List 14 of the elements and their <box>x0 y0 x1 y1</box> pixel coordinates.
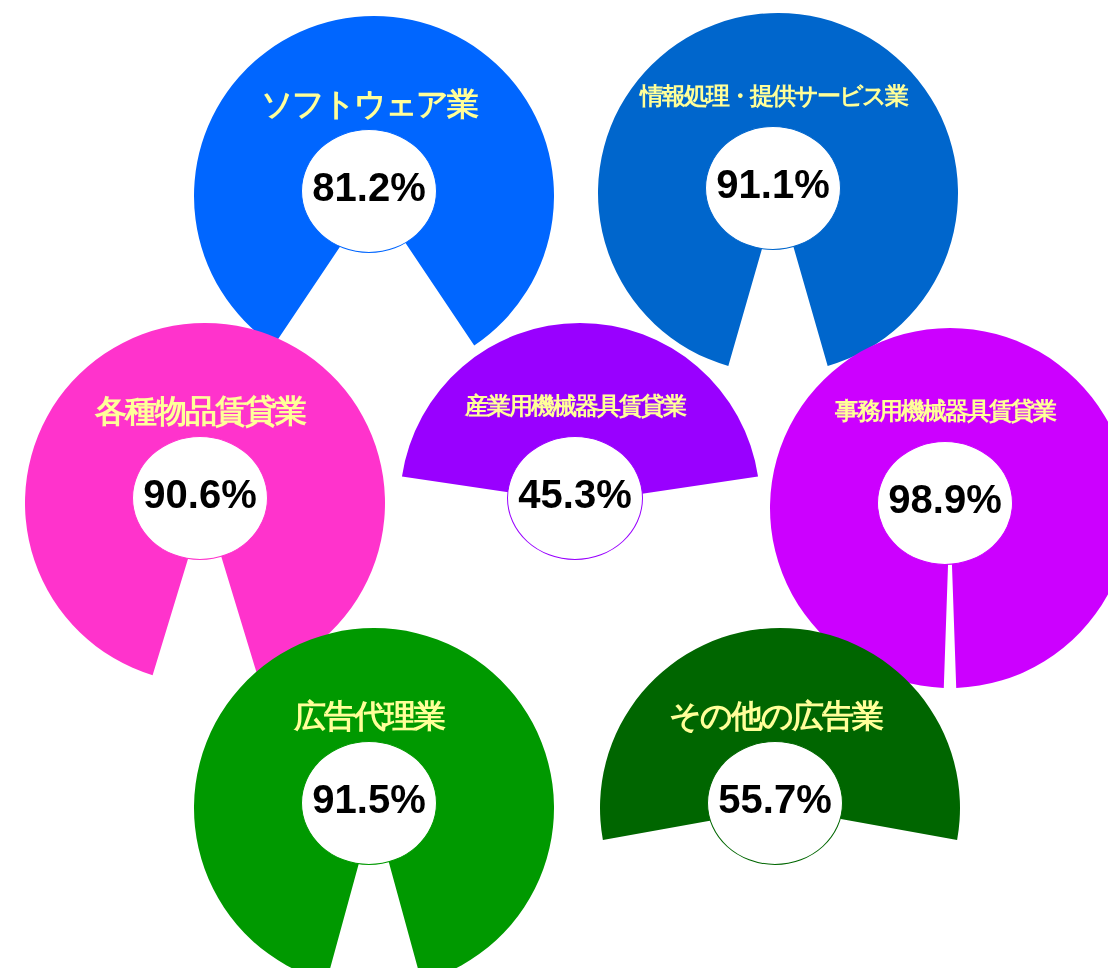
text: 情報処理・提供サービス業 <box>638 81 908 112</box>
text: その他の広告業 <box>667 696 883 737</box>
text: 広告代理業 <box>293 696 446 737</box>
data-label: 91.1% <box>715 162 831 207</box>
data-label: 98.9% <box>887 477 1003 522</box>
text: 各種物品賃貸業 <box>94 391 307 432</box>
data-label: 81.2% <box>311 165 427 210</box>
text: ソフトウェア業 <box>260 84 479 125</box>
data-label: 91.5% <box>311 777 427 822</box>
text: 産業用機械器具賃貸業 <box>464 391 687 422</box>
data-label: 55.7% <box>717 777 833 822</box>
data-label: 45.3% <box>517 472 633 517</box>
data-label: 90.6% <box>142 472 258 517</box>
text: 事務用機械器具賃貸業 <box>834 396 1057 427</box>
